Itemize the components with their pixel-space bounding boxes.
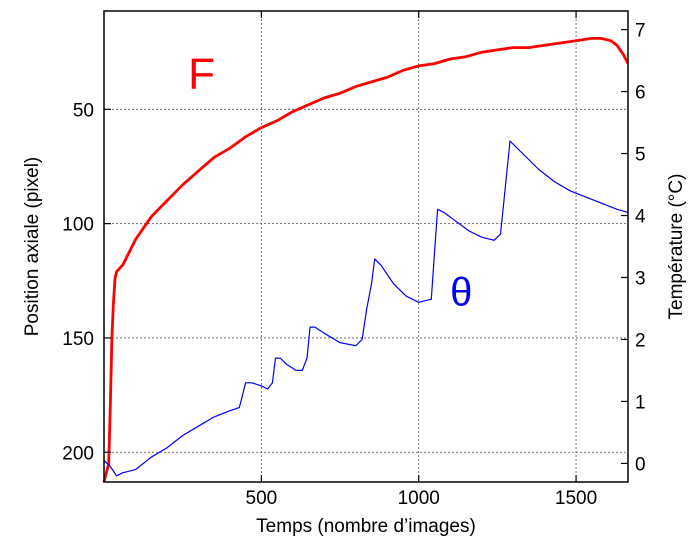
series-label-theta: θ (450, 270, 472, 314)
y-left-tick-label: 50 (73, 100, 94, 121)
y-right-tick-label: 2 (635, 330, 646, 351)
y-left-tick-label: 100 (62, 215, 94, 236)
axis-ticks: 500 1000 1500 50 100 150 200 0 1 2 3 4 5 6 7 (62, 11, 646, 509)
y-right-tick-label: 7 (635, 21, 646, 42)
grid-lines (104, 11, 628, 482)
y-right-axis-title: Température (°C) (666, 174, 687, 320)
y-right-tick-label: 0 (635, 454, 646, 475)
x-axis-title: Temps (nombre d’images) (256, 516, 476, 537)
x-tick-label: 1500 (555, 488, 597, 509)
y-left-tick-label: 150 (62, 329, 94, 350)
series-labels: Fθ (188, 50, 472, 315)
plot-frame (103, 10, 629, 483)
x-tick-label: 500 (246, 488, 278, 509)
series-line-0 (102, 37, 630, 483)
y-right-tick-label: 1 (635, 392, 646, 413)
y-left-axis-title: Position axiale (pixel) (22, 157, 43, 337)
series-layer (102, 37, 630, 483)
y-right-tick-label: 5 (635, 145, 646, 166)
series-line-1 (103, 140, 629, 477)
y-right-tick-label: 4 (635, 207, 646, 228)
x-tick-label: 1000 (398, 488, 440, 509)
y-right-tick-label: 3 (635, 268, 646, 289)
series-label-F: F (188, 50, 215, 99)
y-right-tick-label: 6 (635, 83, 646, 104)
y-left-tick-label: 200 (62, 443, 94, 464)
